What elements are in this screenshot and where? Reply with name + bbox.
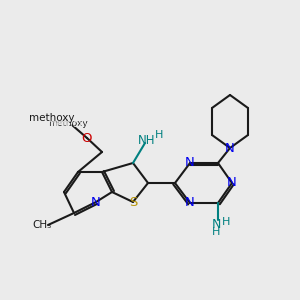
Text: O: O [82, 131, 92, 145]
Text: N: N [225, 142, 235, 154]
Text: methoxy: methoxy [69, 124, 75, 126]
Text: H: H [212, 227, 220, 237]
Text: N: N [91, 196, 101, 208]
Text: CH₃: CH₃ [32, 220, 52, 230]
Text: H: H [155, 130, 163, 140]
Text: N: N [185, 157, 195, 169]
Text: N: N [227, 176, 237, 190]
Text: NH: NH [138, 134, 156, 148]
Text: H: H [222, 217, 230, 227]
Text: N: N [185, 196, 195, 209]
Text: S: S [129, 196, 137, 208]
Text: methoxy: methoxy [29, 113, 75, 123]
Text: N: N [211, 218, 221, 230]
Text: methoxy: methoxy [48, 119, 90, 129]
Text: methoxy: methoxy [48, 118, 88, 127]
